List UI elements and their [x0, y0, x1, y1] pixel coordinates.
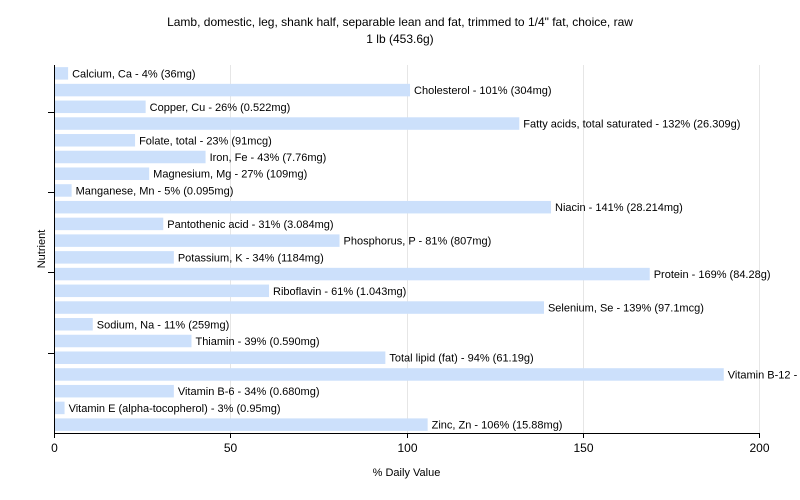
bar — [55, 150, 206, 164]
data-label: Vitamin B-12 - 190% (11.39mcg) — [728, 369, 800, 381]
x-tick-label: 200 — [749, 441, 769, 455]
data-label: Folate, total - 23% (91mcg) — [139, 135, 272, 147]
data-label: Fatty acids, total saturated - 132% (26.… — [523, 119, 740, 131]
data-label: Iron, Fe - 43% (7.76mg) — [210, 152, 327, 164]
data-label: Thiamin - 39% (0.590mg) — [195, 336, 319, 348]
x-axis-title: % Daily Value — [373, 467, 441, 479]
data-label: Vitamin B-6 - 34% (0.680mg) — [178, 386, 320, 398]
data-label: Manganese, Mn - 5% (0.095mg) — [76, 185, 234, 197]
bar — [55, 184, 72, 197]
bar — [55, 251, 174, 264]
bar — [55, 368, 724, 381]
bar — [55, 67, 69, 80]
bar — [55, 284, 270, 298]
data-label: Cholesterol - 101% (304mg) — [414, 85, 552, 97]
x-tick-label: 50 — [224, 441, 238, 455]
data-label: Pantothenic acid - 31% (3.084mg) — [167, 219, 333, 231]
data-label: Copper, Cu - 26% (0.522mg) — [150, 102, 291, 114]
x-tick-label: 0 — [51, 441, 58, 455]
chart-title: Lamb, domestic, leg, shank half, separab… — [167, 15, 633, 29]
bar — [55, 267, 650, 281]
bar — [55, 334, 192, 348]
data-label: Protein - 169% (84.28g) — [654, 269, 771, 281]
bar — [55, 234, 340, 247]
data-label: Riboflavin - 61% (1.043mg) — [273, 286, 406, 298]
data-label: Selenium, Se - 139% (97.1mcg) — [548, 303, 704, 315]
bar — [55, 384, 174, 398]
bar — [55, 200, 552, 214]
bar — [55, 117, 520, 130]
bar — [55, 83, 411, 97]
chart-subtitle: 1 lb (453.6g) — [366, 32, 434, 46]
data-label: Vitamin E (alpha-tocopherol) - 3% (0.95m… — [69, 403, 281, 415]
bar — [55, 100, 146, 114]
x-tick-label: 150 — [573, 441, 593, 455]
y-axis-title: Nutrient — [36, 230, 48, 269]
data-label: Potassium, K - 34% (1184mg) — [178, 252, 324, 264]
data-label: Zinc, Zn - 106% (15.88mg) — [432, 420, 563, 432]
x-tick-label: 100 — [397, 441, 417, 455]
data-label: Total lipid (fat) - 94% (61.19g) — [389, 353, 533, 365]
bar — [55, 217, 164, 231]
data-label: Niacin - 141% (28.214mg) — [555, 202, 683, 214]
data-label: Calcium, Ca - 4% (36mg) — [72, 68, 195, 80]
bar — [55, 418, 428, 431]
bar — [55, 301, 544, 314]
bar — [55, 318, 93, 331]
bar — [55, 134, 136, 147]
bar — [55, 401, 65, 415]
bar — [55, 167, 150, 180]
data-label: Magnesium, Mg - 27% (109mg) — [153, 169, 307, 181]
bar — [55, 351, 386, 364]
data-label: Phosphorus, P - 81% (807mg) — [344, 236, 492, 248]
data-label: Sodium, Na - 11% (259mg) — [97, 319, 229, 331]
